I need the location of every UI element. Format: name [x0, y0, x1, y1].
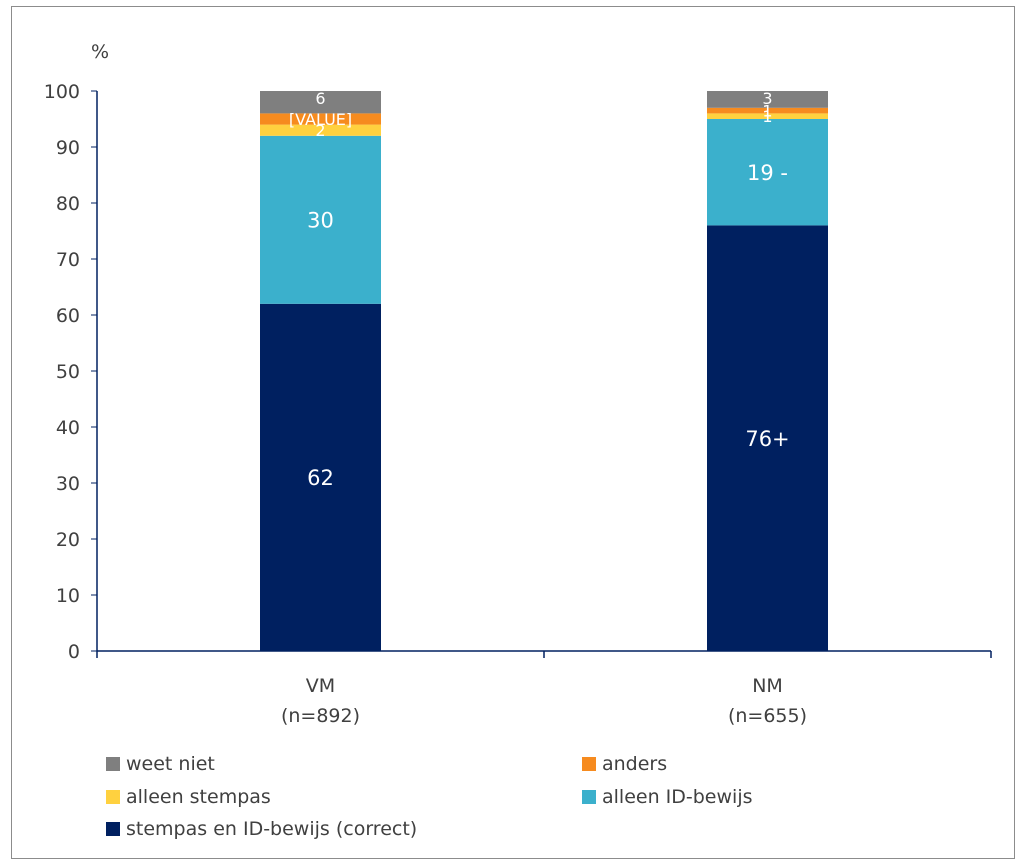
segment-value-label: 76+	[745, 427, 789, 451]
category-sample-size-label: (n=892)	[281, 705, 360, 727]
segment-value-label: 19 -	[747, 161, 788, 185]
legend-label: anders	[602, 753, 667, 775]
category-labels: VM (n=892) NM (n=655)	[281, 675, 807, 727]
legend-swatch	[582, 790, 596, 804]
legend-label: weet niet	[126, 753, 215, 775]
bar-segment	[707, 225, 828, 651]
y-tick-label: 40	[56, 417, 80, 439]
y-tick-label: 0	[68, 641, 80, 663]
bar-segment	[260, 91, 381, 114]
y-tick-label: 70	[56, 249, 80, 271]
segment-value-label: 3	[762, 89, 772, 108]
y-tick-label: 60	[56, 305, 80, 327]
y-tick-label: 30	[56, 473, 80, 495]
legend-swatch	[582, 757, 596, 771]
y-axis-unit-label: %	[91, 41, 109, 63]
segment-value-label: 1	[762, 107, 772, 126]
y-tick-label: 20	[56, 529, 80, 551]
segment-value-label: 30	[307, 208, 334, 232]
bars	[260, 91, 828, 651]
bar-segment	[707, 113, 828, 119]
segment-value-label: [VALUE]	[289, 110, 352, 129]
category-sample-size-label: (n=655)	[728, 705, 807, 727]
segment-labels: 62 30 2[VALUE] 6 76+ 19 - 113	[289, 89, 790, 490]
legend-label: alleen ID-bewijs	[602, 786, 753, 808]
y-axis-ticks: 0 10 20 30 40 50 60 70 80 90 100	[44, 81, 97, 663]
bar-segment	[707, 91, 828, 108]
bar-segment	[260, 303, 381, 651]
y-tick-label: 90	[56, 137, 80, 159]
bar-segment	[707, 119, 828, 226]
legend-swatch	[106, 822, 120, 836]
category-label: VM	[306, 675, 335, 697]
legend-label: alleen stempas	[126, 786, 271, 808]
y-tick-label: 80	[56, 193, 80, 215]
bar-segment	[260, 124, 381, 136]
legend-label: stempas en ID-bewijs (correct)	[126, 818, 417, 840]
segment-value-label: 2	[315, 121, 325, 140]
y-tick-label: 10	[56, 585, 80, 607]
segment-value-label: 6	[315, 89, 325, 108]
category-label: NM	[752, 675, 783, 697]
legend-swatch	[106, 757, 120, 771]
segment-value-label: 62	[307, 466, 334, 490]
axes	[96, 91, 992, 658]
segment-value-label: 1	[762, 101, 772, 120]
legend: weet niet anders alleen stempas alleen ID-b…	[106, 753, 753, 840]
bar-segment	[707, 107, 828, 114]
bar-segment	[260, 135, 381, 304]
y-tick-label: 100	[44, 81, 80, 103]
bar-segment	[260, 113, 381, 125]
legend-swatch	[106, 790, 120, 804]
y-tick-label: 50	[56, 361, 80, 383]
chart-frame	[11, 6, 1015, 859]
